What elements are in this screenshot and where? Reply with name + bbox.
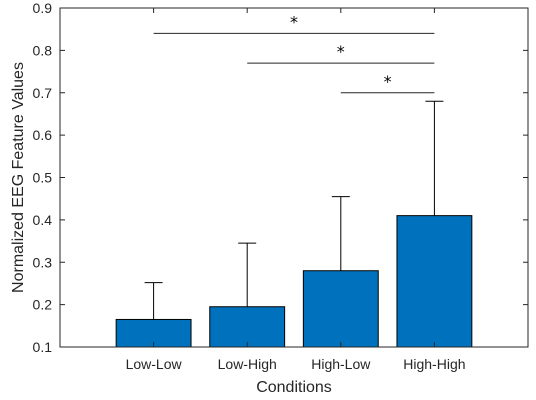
y-tick-label: 0.9: [33, 0, 53, 16]
x-tick-label: High-Low: [311, 356, 371, 372]
x-axis-title: Conditions: [256, 379, 332, 396]
y-tick-label: 0.8: [33, 42, 53, 58]
y-tick-label: 0.6: [33, 127, 53, 143]
bar: [302, 270, 379, 348]
y-axis-title: Normalized EEG Feature Values: [10, 62, 27, 293]
x-tick-label: Low-Low: [126, 356, 183, 372]
axes-layer: [59, 7, 529, 348]
y-tick-label: 0.4: [33, 212, 53, 228]
bar: [396, 215, 473, 348]
bars-layer: [115, 215, 473, 348]
y-tick-label: 0.2: [33, 297, 53, 313]
y-tick-label: 0.1: [33, 339, 53, 355]
bar: [209, 306, 286, 348]
x-tick-label: Low-High: [218, 356, 277, 372]
x-tick-label: High-High: [403, 356, 465, 372]
labels-layer: 0.1 0.2 0.3 0.4 0.5 0.6 0.7 0.8 0.9 Low-Low Low-Hi…: [33, 0, 466, 372]
significance-star: *: [337, 42, 345, 61]
significance-star: *: [384, 72, 392, 91]
y-tick-label: 0.3: [33, 254, 53, 270]
error-bars-layer: [144, 100, 444, 320]
y-tick-label: 0.5: [33, 170, 53, 186]
significance-star: *: [290, 12, 298, 31]
y-tick-label: 0.7: [33, 85, 53, 101]
significance-layer: * * *: [153, 12, 435, 94]
